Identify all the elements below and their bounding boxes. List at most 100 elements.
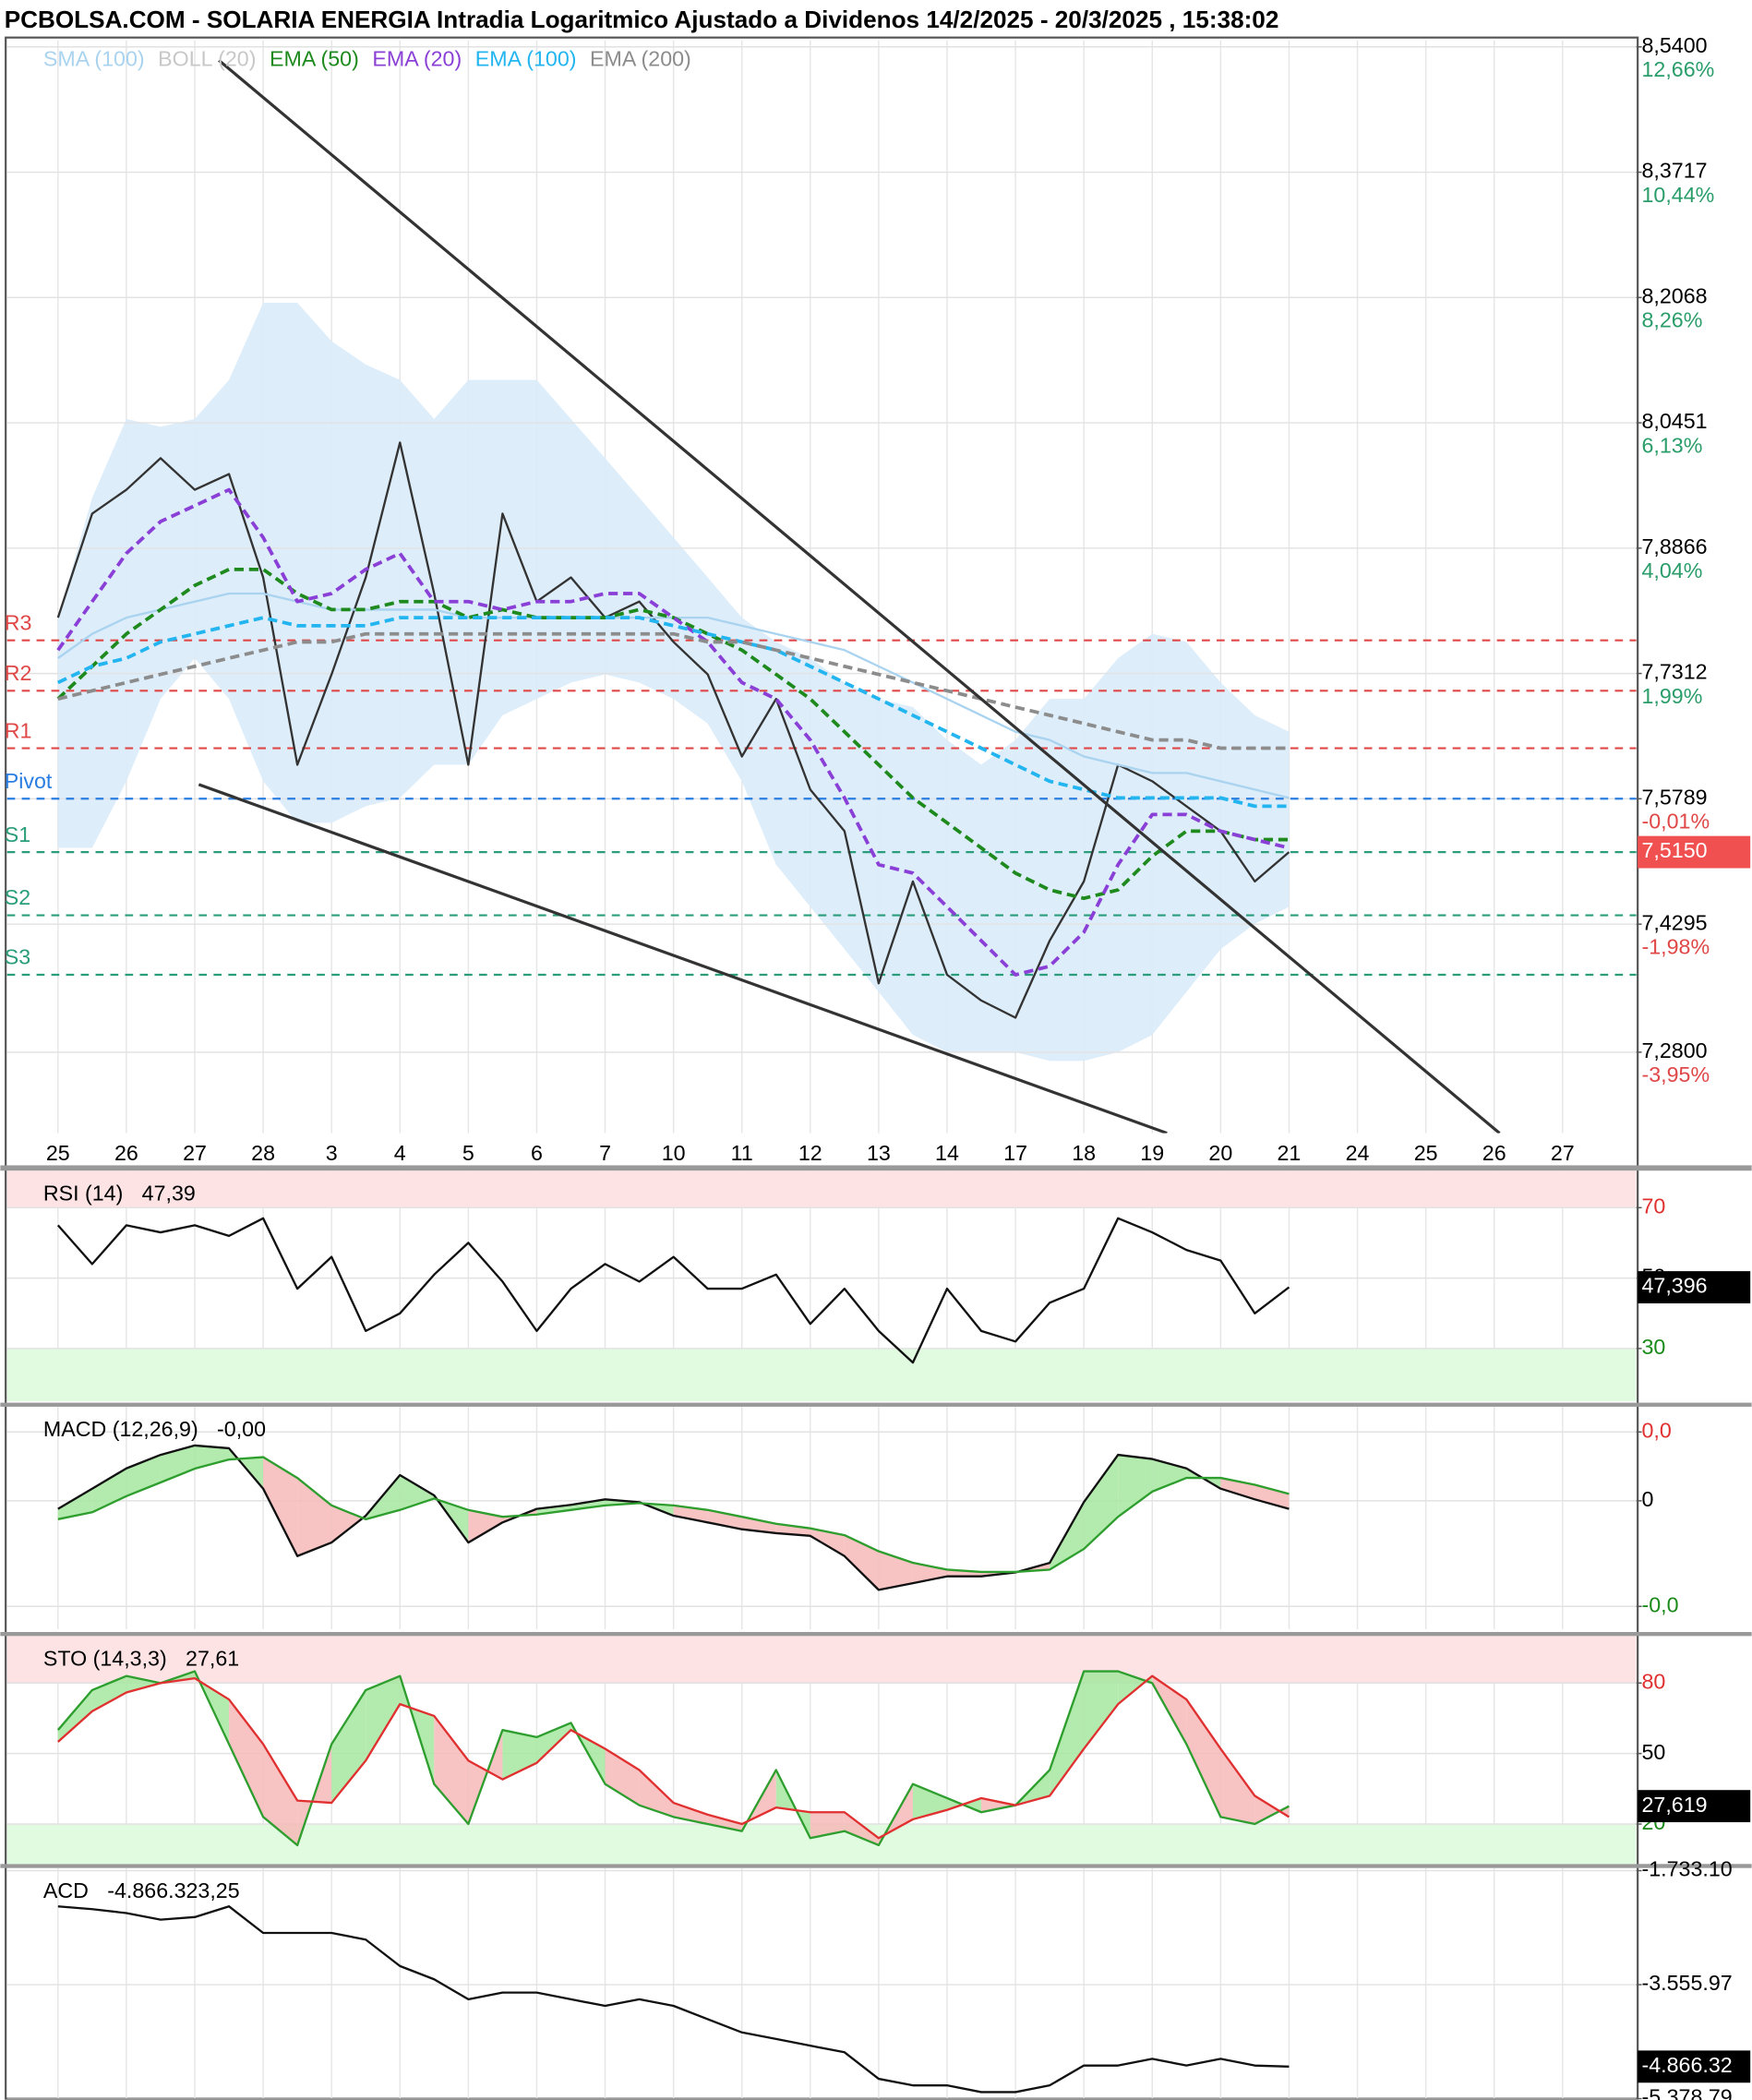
legend-entry: EMA (50) (270, 47, 359, 71)
y-tick-label: -0,0 (1642, 1592, 1679, 1616)
x-tick-label: 21 (1278, 1141, 1302, 1165)
panel-title: ACD (43, 1878, 89, 1902)
cross-fill (229, 1699, 264, 1818)
series-line (57, 1674, 1290, 1840)
panel-separator (0, 1165, 1752, 1171)
panel-readout: -4.866.323,25 (107, 1878, 239, 1902)
y-tick-label: 30 (1642, 1335, 1666, 1359)
y-tick-label: 0,0 (1642, 1418, 1672, 1442)
chart-title: PCBOLSA.COM - SOLARIA ENERGIA Intradia L… (5, 6, 1279, 33)
cross-fill (570, 1499, 606, 1510)
legend-entry: EMA (20) (372, 47, 462, 71)
y-tick-pct-label: -1,98% (1642, 934, 1710, 958)
x-tick-label: 25 (1414, 1141, 1438, 1165)
cross-fill (57, 1689, 92, 1742)
x-tick-label: 5 (462, 1141, 474, 1165)
value-tag-label: 27,619 (1642, 1793, 1708, 1817)
cross-fill (263, 1744, 298, 1845)
value-tag (1638, 835, 1751, 869)
cross-fill (1220, 1748, 1255, 1825)
series-line (57, 1905, 1290, 2094)
cross-fill (126, 1675, 161, 1693)
value-tag-label: 47,396 (1642, 1274, 1708, 1298)
cross-fill (844, 1812, 879, 1845)
cross-fill (673, 1803, 708, 1825)
panel (6, 1867, 1637, 2099)
level-label: Pivot (5, 769, 53, 793)
cross-fill (810, 1812, 845, 1839)
cross-fill (536, 1722, 571, 1763)
cross-fill (912, 1562, 947, 1584)
value-tag-label: 7,5150 (1642, 838, 1708, 862)
y-tick-label: 7,2800 (1642, 1038, 1708, 1062)
cross-fill (297, 1478, 332, 1556)
x-tick-label: 7 (599, 1141, 611, 1165)
y-tick-pct-label: 1,99% (1642, 684, 1703, 708)
panel-readout: 47,39 (142, 1182, 196, 1206)
series-line (56, 487, 1290, 977)
x-tick-label: 26 (114, 1141, 138, 1165)
panel-title: STO (14,3,3) (43, 1647, 167, 1671)
cross-fill (981, 1798, 1016, 1813)
x-tick-label: 11 (731, 1141, 753, 1165)
cross-fill (912, 1783, 947, 1819)
cross-fill (1084, 1671, 1119, 1749)
y-tick-label: 80 (1642, 1669, 1666, 1693)
overbought-zone (6, 1636, 1637, 1684)
cross-fill (605, 1748, 640, 1806)
legend-entry: EMA (200) (590, 47, 691, 71)
y-tick-pct-label: 4,04% (1642, 558, 1703, 582)
panel-title: MACD (12,26,9) (43, 1417, 198, 1441)
x-tick-label: 10 (662, 1141, 686, 1165)
trendline (198, 783, 1168, 1134)
overbought-zone (6, 1170, 1637, 1208)
x-tick-label: 14 (935, 1141, 959, 1165)
series-line (57, 1444, 1290, 1591)
cross-fill (1186, 1699, 1221, 1818)
value-tag (1638, 1790, 1751, 1823)
legend-entry: BOLL (20) (158, 47, 256, 71)
cross-fill (160, 1445, 196, 1482)
cross-fill (1050, 1671, 1085, 1796)
x-tick-label: 24 (1346, 1141, 1370, 1165)
cross-fill (91, 1675, 126, 1711)
cross-fill (946, 1569, 982, 1577)
x-tick-label: 26 (1482, 1141, 1506, 1165)
panel-separator (0, 1402, 1752, 1407)
cross-fill (195, 1445, 230, 1470)
x-tick-label: 6 (531, 1141, 543, 1165)
cross-fill (536, 1505, 571, 1515)
x-tick-label: 27 (183, 1141, 207, 1165)
cross-fill (1254, 1795, 1290, 1825)
y-tick-label: 8,2068 (1642, 283, 1708, 307)
y-tick-pct-label: 6,13% (1642, 433, 1703, 457)
level-label: S2 (5, 885, 30, 909)
level-label: S1 (5, 822, 30, 846)
series-line (56, 567, 1290, 901)
plot-layer (6, 40, 1642, 2100)
x-tick-label: 4 (394, 1141, 406, 1165)
x-tick-label: 3 (326, 1141, 338, 1165)
frame (5, 36, 1639, 2100)
y-tick-label: 7,8866 (1642, 534, 1708, 558)
series-line (56, 441, 1290, 1019)
x-tick-label: 19 (1140, 1141, 1164, 1165)
legend-entry: SMA (100) (43, 47, 145, 71)
cross-fill (1254, 1484, 1290, 1509)
y-tick-label: -3.555.97 (1642, 1971, 1733, 1995)
cross-fill (741, 1517, 776, 1533)
panel-readout: 27,61 (186, 1647, 239, 1671)
y-tick-pct-label: 10,44% (1642, 183, 1715, 207)
value-tag (1638, 1271, 1751, 1303)
level-label: R1 (5, 718, 32, 742)
value-tag (1638, 2050, 1751, 2083)
y-tick-pct-label: -3,95% (1642, 1062, 1710, 1086)
cross-fill (331, 1689, 366, 1804)
panel (6, 1636, 1637, 1865)
x-tick-label: 25 (46, 1141, 70, 1165)
y-tick-label: 8,0451 (1642, 409, 1708, 433)
cross-fill (263, 1457, 298, 1556)
y-tick-label: 7,7312 (1642, 660, 1708, 684)
cross-fill (1118, 1455, 1153, 1518)
